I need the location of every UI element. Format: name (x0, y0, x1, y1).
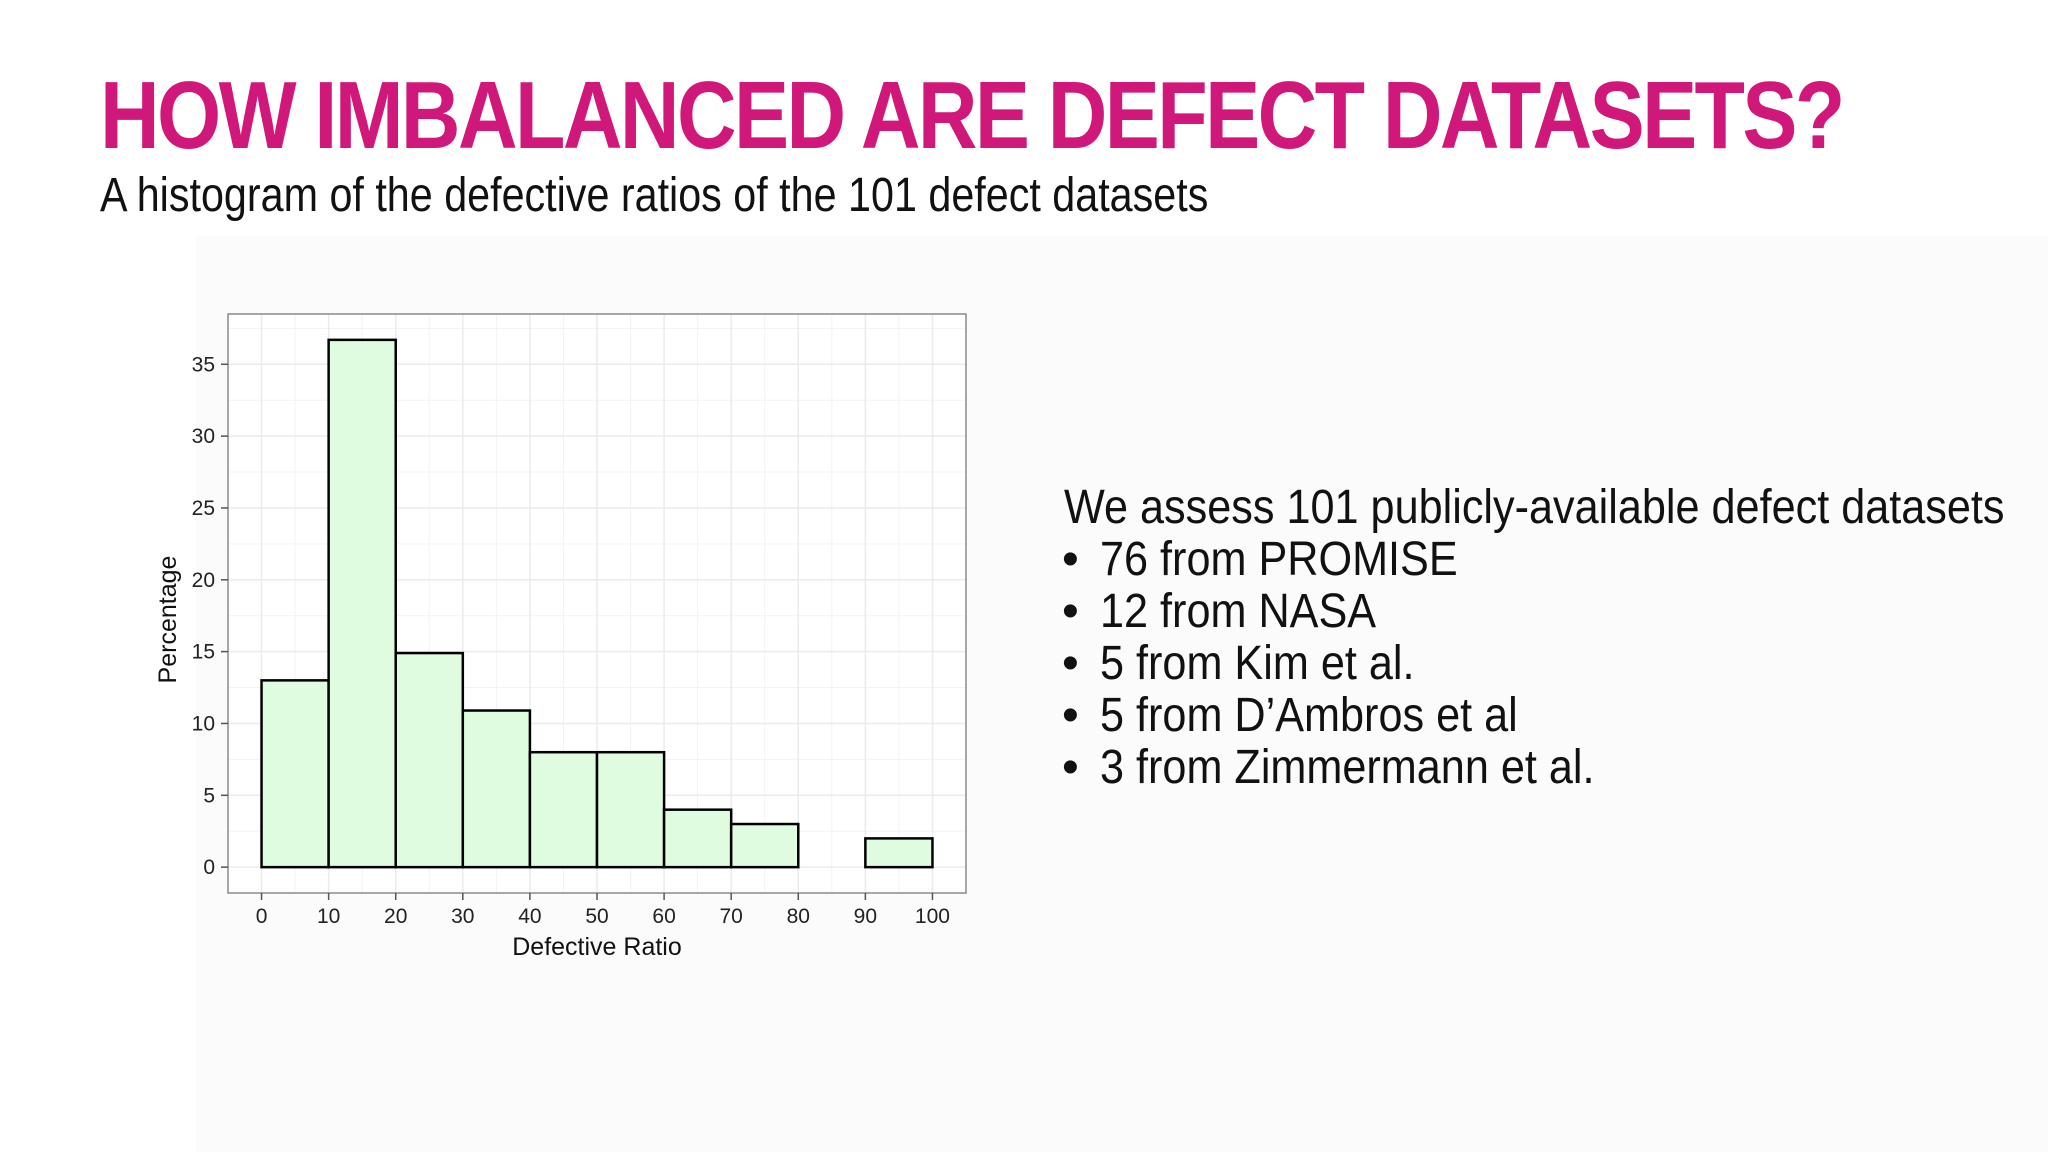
y-tick-label: 10 (192, 712, 215, 735)
y-tick-label: 20 (192, 569, 215, 592)
dataset-source-item: • 5 from Kim et al. (1062, 638, 2048, 690)
x-tick-label: 10 (317, 905, 340, 928)
slide-title: HOW IMBALANCED ARE DEFECT DATASETS? (100, 62, 1845, 169)
histogram-bar (528, 750, 599, 869)
histogram-bar (864, 837, 934, 869)
y-axis-label: Percentage (154, 556, 182, 684)
bullet-dot: • (1062, 533, 1079, 586)
x-tick-label: 40 (518, 905, 541, 928)
histogram-bar (662, 808, 733, 869)
histogram-bar (595, 750, 666, 869)
x-tick-label: 90 (854, 905, 877, 928)
x-tick-label: 70 (720, 905, 743, 928)
dataset-summary: We assess 101 publicly-available defect … (1062, 478, 2048, 794)
x-tick-label: 80 (787, 905, 810, 928)
bullet-dot: • (1062, 585, 1079, 638)
dataset-source-label: 5 from Kim et al. (1100, 637, 1415, 690)
x-tick-label: 60 (652, 905, 675, 928)
y-tick-label: 30 (192, 425, 215, 448)
x-tick-label: 100 (915, 905, 950, 928)
y-tick-label: 35 (192, 353, 215, 376)
x-tick-label: 20 (384, 905, 407, 928)
histogram-bar (394, 651, 465, 869)
dataset-source-item: • 76 from PROMISE (1062, 534, 2048, 586)
dataset-source-label: 12 from NASA (1100, 585, 1377, 638)
bullet-dot: • (1062, 637, 1079, 690)
y-tick-label: 5 (203, 784, 215, 807)
histogram-chart: 0 10 20 30 40 50 60 70 80 90 100 0 5 10 15 20 25 30 35 Defe… (154, 313, 967, 961)
dataset-source-label: 3 from Zimmermann et al. (1100, 741, 1595, 794)
dataset-source-item: • 12 from NASA (1062, 586, 2048, 638)
histogram-bar (461, 709, 532, 869)
summary-intro: We assess 101 publicly-available defect … (1064, 481, 2005, 534)
dataset-source-label: 5 from D’Ambros et al (1100, 689, 1518, 742)
x-tick-label: 30 (451, 905, 474, 928)
bullet-dot: • (1062, 741, 1079, 794)
histogram-bar (327, 338, 397, 869)
slide-subtitle: A histogram of the defective ratios of t… (100, 169, 1209, 222)
y-tick-label: 25 (192, 497, 215, 520)
x-tick-label: 0 (256, 905, 268, 928)
dataset-source-list: • 76 from PROMISE • 12 from NASA • 5 from Kim… (1062, 534, 2048, 794)
y-tick-label: 15 (192, 641, 215, 664)
x-axis-label: Defective Ratio (512, 933, 682, 961)
y-tick-label: 0 (203, 856, 215, 879)
bullet-dot: • (1062, 689, 1079, 742)
histogram-bar (260, 679, 330, 869)
histogram-bar (729, 822, 800, 869)
dataset-source-item: • 5 from D’Ambros et al (1062, 690, 2048, 742)
dataset-source-label: 76 from PROMISE (1100, 533, 1458, 586)
dataset-source-item: • 3 from Zimmermann et al. (1062, 742, 2048, 794)
x-tick-label: 50 (585, 905, 608, 928)
